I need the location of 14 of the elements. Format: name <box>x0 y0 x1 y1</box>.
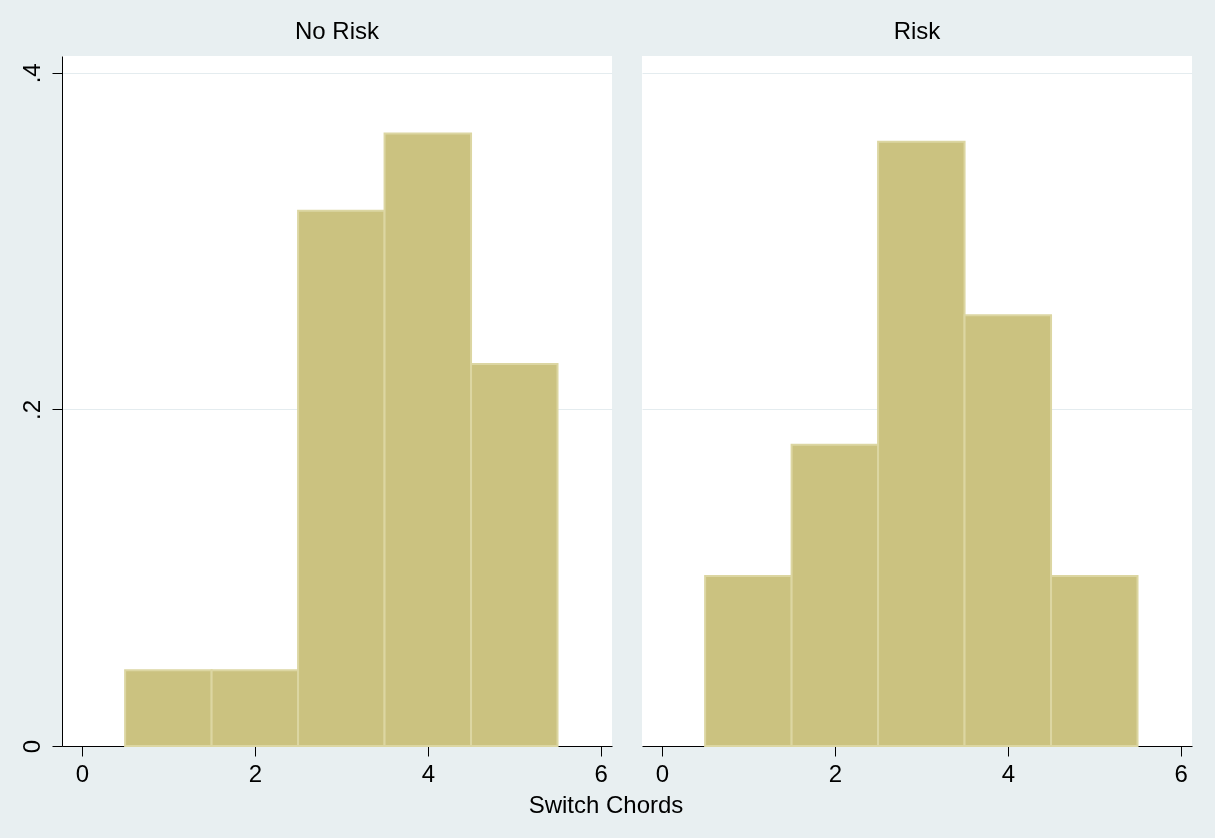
x-tick-label: 0 <box>655 759 670 787</box>
x-axis-title: Switch Chords <box>528 791 684 818</box>
x-tick-label: 2 <box>248 759 263 787</box>
y-tick-label: 0 <box>17 739 45 754</box>
chart-title: Risk <box>893 17 942 44</box>
chart-title: No Risk <box>294 17 380 44</box>
x-tick-label: 4 <box>421 759 435 787</box>
x-tick-label: 6 <box>594 759 608 787</box>
x-tick-label: 6 <box>1174 759 1188 787</box>
x-tick-label: 2 <box>828 759 843 787</box>
x-tick-label: 4 <box>1001 759 1015 787</box>
y-tick-label: .4 <box>17 63 45 84</box>
y-tick-label: .2 <box>17 399 45 420</box>
x-tick-label: 0 <box>75 759 90 787</box>
